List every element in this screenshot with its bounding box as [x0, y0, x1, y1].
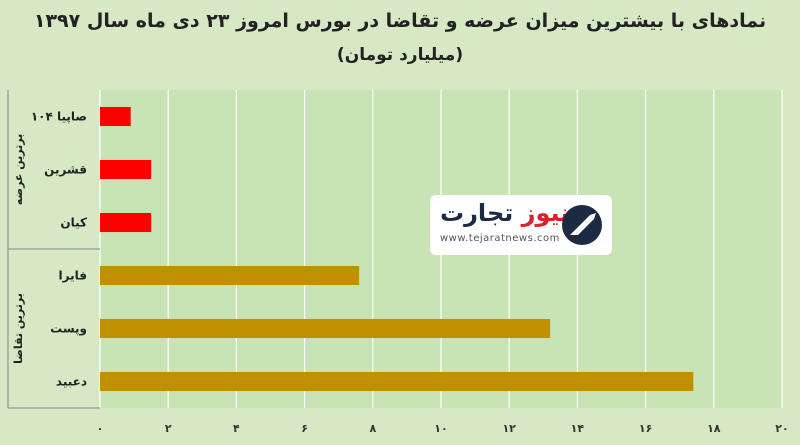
x-tick-label: ۱۰ — [434, 422, 447, 435]
bar — [100, 106, 131, 127]
group-label: برترین تقاضا — [12, 293, 25, 364]
x-tick-label: ۲۰ — [775, 422, 788, 435]
category-label: فایرا — [59, 269, 87, 283]
chart-title: نمادهای با بیشترین میزان عرضه و تقاضا در… — [33, 10, 767, 32]
category-label: کیان — [60, 216, 87, 230]
x-tick-label: ۰ — [97, 422, 104, 435]
x-tick-label: ۱۲ — [502, 422, 516, 435]
bar — [100, 212, 152, 233]
category-label: صاپیا ۱۰۴ — [31, 110, 87, 124]
x-tick-label: ۱۴ — [571, 422, 585, 435]
x-tick-label: ۱۸ — [707, 422, 721, 435]
x-tick-label: ۱۶ — [639, 422, 652, 435]
logo-wordmark: نیوز تجارت — [440, 199, 570, 227]
category-label: دعبید — [56, 375, 87, 389]
watermark-logo: نیوز تجارت www.tejaratnews.com — [430, 195, 612, 255]
chart-subtitle: (میلیارد تومان) — [336, 45, 464, 65]
category-label: قشرین — [44, 163, 87, 177]
x-tick-label: ۴ — [233, 422, 240, 435]
bar — [100, 318, 551, 339]
logo-url: www.tejaratnews.com — [440, 233, 560, 244]
group-label: برترین عرضه — [12, 134, 25, 205]
bar — [100, 371, 694, 392]
category-label: وپست — [50, 322, 87, 337]
x-tick-label: ۶ — [301, 422, 308, 435]
x-tick-label: ۲ — [165, 422, 172, 435]
x-tick-label: ۸ — [369, 422, 376, 435]
bar — [100, 265, 360, 286]
bar — [100, 159, 152, 180]
tejarat-logo-icon — [562, 205, 602, 245]
